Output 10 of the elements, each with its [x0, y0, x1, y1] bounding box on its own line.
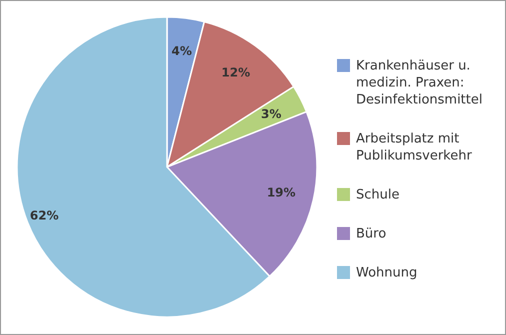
data-label: 4%	[171, 44, 192, 58]
legend-label: Krankenhäuser u. medizin. Praxen: Desinfektionsmittel	[356, 58, 482, 108]
data-label: 12%	[221, 65, 250, 80]
data-label: 3%	[261, 106, 282, 121]
legend-label: Schule	[356, 188, 400, 203]
legend-label: Arbeitsplatz mit Publikumsverkehr	[356, 132, 472, 164]
data-label: 19%	[266, 186, 296, 200]
legend-label: Wohnung	[356, 266, 418, 281]
data-label: 62%	[30, 208, 59, 223]
legend-label: Büro	[356, 226, 386, 242]
